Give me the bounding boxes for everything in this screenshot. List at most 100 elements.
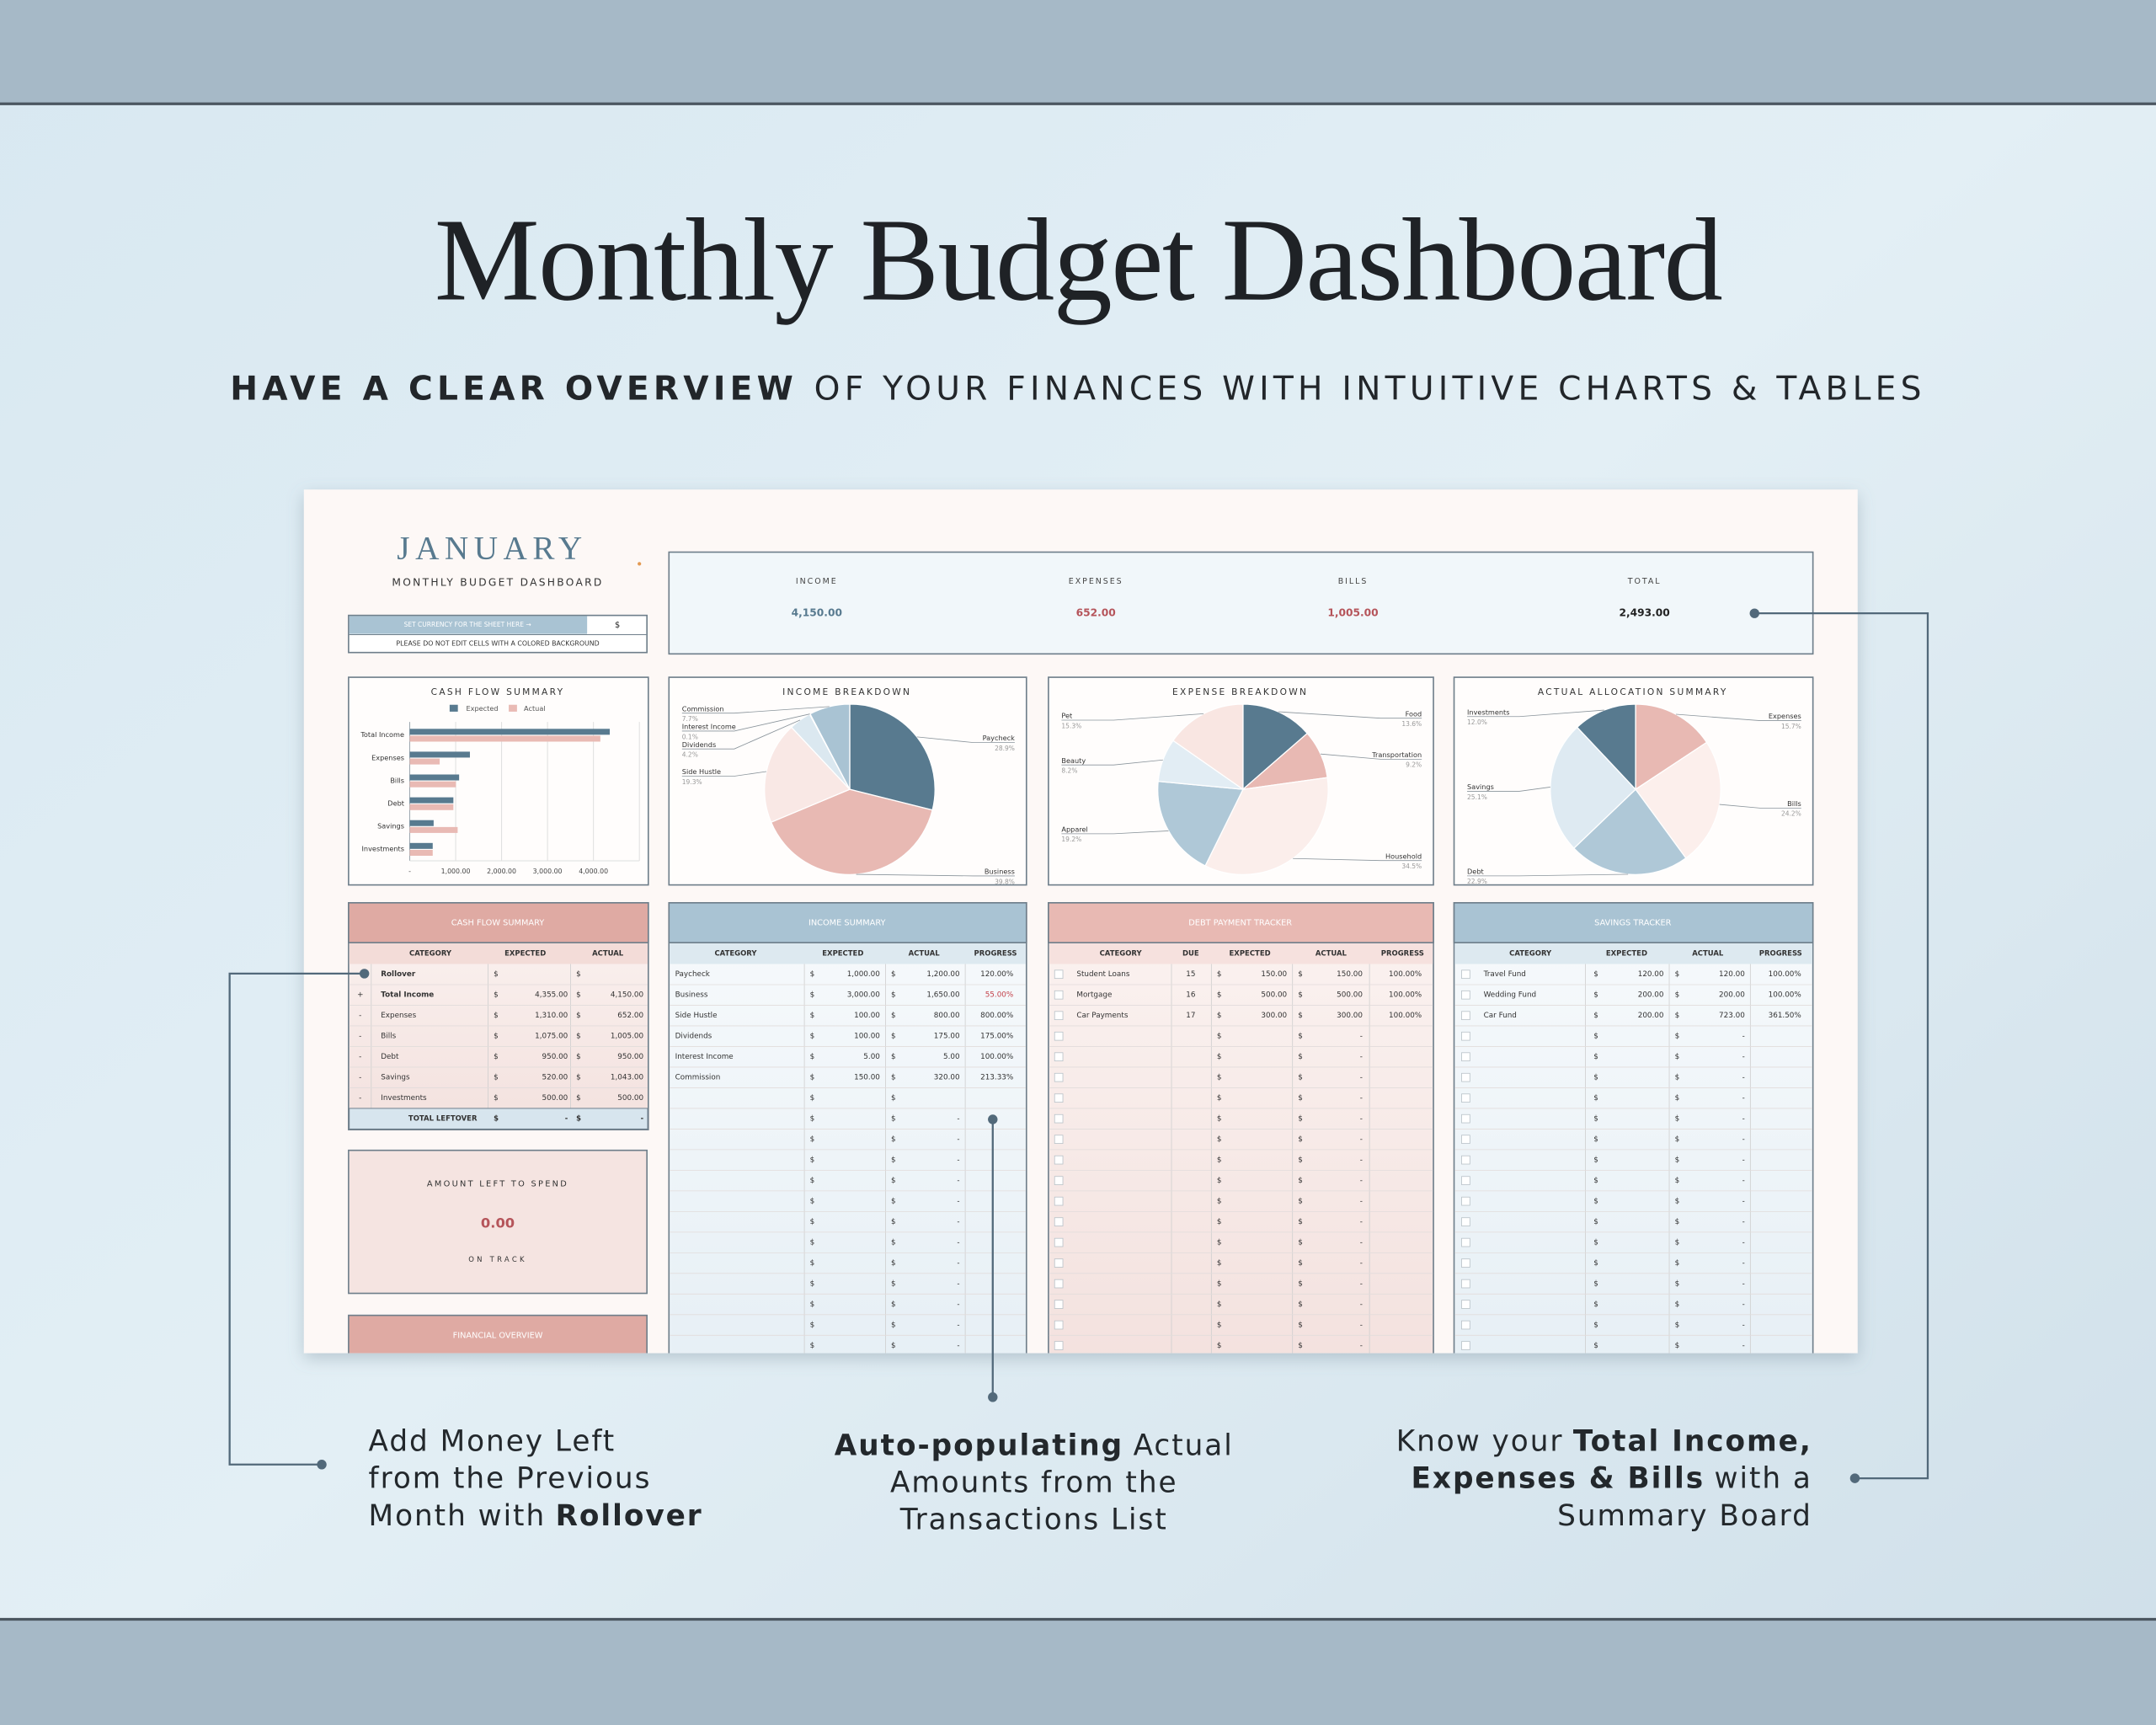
subtitle-rest: OF YOUR FINANCES WITH INTUITIVE CHARTS &… <box>814 370 1926 408</box>
x-tick-label: 3,000.00 <box>533 868 563 875</box>
table-cell: Commission <box>675 1074 721 1082</box>
table-cell: $ <box>1298 1280 1303 1289</box>
table-cell: $ <box>1675 1218 1680 1226</box>
annotation-text: Know your <box>1396 1424 1564 1458</box>
table-cell: - <box>957 1280 959 1289</box>
table-cell: $ <box>1593 1033 1598 1041</box>
checkbox[interactable] <box>1461 1237 1470 1247</box>
bar <box>409 758 440 765</box>
checkbox[interactable] <box>1054 1093 1064 1103</box>
slice-label: Investments <box>1467 708 1509 716</box>
checkbox[interactable] <box>1461 1072 1470 1082</box>
checkbox[interactable] <box>1054 1300 1064 1309</box>
summary-value: 1,005.00 <box>1327 607 1378 619</box>
table-cell: 1,310.00 <box>535 1012 568 1020</box>
table-cell: $ <box>1298 970 1303 979</box>
bar <box>409 826 458 833</box>
table-cell: $ <box>1298 1156 1303 1165</box>
table-cell: $ <box>1593 1342 1598 1350</box>
table-cell: 800.00% <box>980 1012 1013 1020</box>
table-cell: $ <box>1593 1177 1598 1185</box>
table-cell: - <box>957 1177 959 1185</box>
table-header <box>1453 902 1814 943</box>
table-cell: $ <box>810 1156 815 1165</box>
checkbox[interactable] <box>1461 1031 1470 1041</box>
table-cell: $ <box>810 1115 815 1124</box>
x-tick-label: 1,000.00 <box>441 868 471 875</box>
checkbox[interactable] <box>1054 1052 1064 1061</box>
table-title: SAVINGS TRACKER <box>1594 919 1672 928</box>
annotation-text: Auto-populating <box>835 1429 1123 1462</box>
callout-line <box>1754 612 1929 1480</box>
checkbox[interactable] <box>1054 1114 1064 1124</box>
pie-slice <box>1157 780 1244 867</box>
checkbox[interactable] <box>1054 1217 1064 1226</box>
checkbox[interactable] <box>1461 1196 1470 1206</box>
table-cell: - <box>1742 1259 1745 1268</box>
table-cell: $ <box>1675 970 1680 979</box>
slice-value-label: 7.7% <box>682 715 698 723</box>
checkbox[interactable] <box>1461 1135 1470 1144</box>
checkbox[interactable] <box>1054 1341 1064 1350</box>
checkbox[interactable] <box>1054 1176 1064 1185</box>
checkbox[interactable] <box>1461 1341 1470 1350</box>
table-cell: $ <box>1217 991 1222 1000</box>
checkbox[interactable] <box>1461 1279 1470 1289</box>
table-cell: 100.00% <box>980 1053 1013 1061</box>
checkbox[interactable] <box>1054 1196 1064 1206</box>
table-cell: $ <box>1217 1259 1222 1268</box>
checkbox[interactable] <box>1054 969 1064 980</box>
checkbox[interactable] <box>1461 1155 1470 1165</box>
checkbox[interactable] <box>1461 969 1470 980</box>
table-cell: 100.00% <box>1769 970 1801 979</box>
checkbox[interactable] <box>1054 1072 1064 1082</box>
table-cell: - <box>1360 1156 1363 1165</box>
table-cell: $ <box>1298 1115 1303 1124</box>
checkbox[interactable] <box>1054 1031 1064 1041</box>
checkbox[interactable] <box>1054 1155 1064 1165</box>
slice-value-label: 15.7% <box>1781 723 1801 730</box>
checkbox[interactable] <box>1054 1135 1064 1144</box>
table-cell: $ <box>1593 1280 1598 1289</box>
checkbox[interactable] <box>1054 1237 1064 1247</box>
checkbox[interactable] <box>1054 1011 1064 1021</box>
table-cell: $ <box>810 1239 815 1247</box>
checkbox[interactable] <box>1054 1320 1064 1330</box>
table-cell: $ <box>810 1053 815 1061</box>
amount-left-panel <box>348 1149 648 1295</box>
leader-line <box>681 706 830 714</box>
checkbox[interactable] <box>1461 1176 1470 1185</box>
checkbox[interactable] <box>1054 990 1064 1000</box>
table-cell: $ <box>891 1322 896 1330</box>
table-cell: $ <box>576 1053 581 1061</box>
table-cell: $ <box>1675 1239 1680 1247</box>
checkbox[interactable] <box>1461 1258 1470 1268</box>
checkbox[interactable] <box>1461 1011 1470 1021</box>
table-cell: $ <box>1217 1053 1222 1061</box>
table-cell: $ <box>1593 1012 1598 1020</box>
checkbox[interactable] <box>1461 1114 1470 1124</box>
checkbox[interactable] <box>1054 1279 1064 1289</box>
checkbox[interactable] <box>1461 990 1470 1000</box>
checkbox[interactable] <box>1054 1258 1064 1268</box>
checkbox[interactable] <box>1461 1093 1470 1103</box>
table-cell: Paycheck <box>675 970 711 979</box>
table-cell: - <box>1360 1218 1363 1226</box>
table-cell: 100.00% <box>1389 970 1422 979</box>
table-cell: Interest Income <box>675 1053 734 1061</box>
checkbox[interactable] <box>1461 1217 1470 1226</box>
leader-line <box>1467 787 1550 792</box>
checkbox[interactable] <box>1461 1320 1470 1330</box>
y-tick-label: Bills <box>390 776 404 784</box>
checkbox[interactable] <box>1461 1300 1470 1309</box>
table-cell: - <box>1360 1115 1363 1124</box>
table-cell: 100.00% <box>1389 991 1422 1000</box>
table-cell: - <box>1742 1074 1745 1082</box>
table-cell: - <box>957 1135 959 1144</box>
table-cell: $ <box>891 1198 896 1206</box>
callout-dot <box>359 969 370 979</box>
table-cell: $ <box>494 991 499 1000</box>
checkbox[interactable] <box>1461 1052 1470 1061</box>
summary-value: 4,150.00 <box>792 607 842 619</box>
table-cell: $ <box>576 1074 581 1082</box>
